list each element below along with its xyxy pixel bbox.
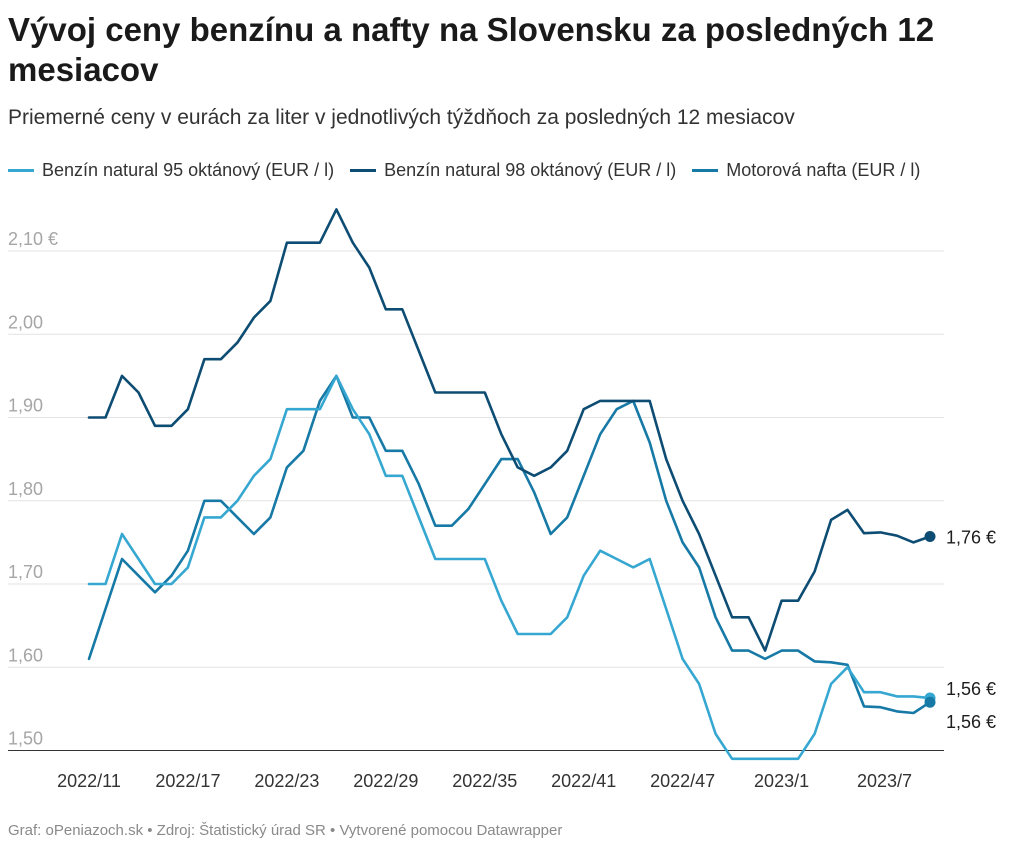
chart-legend: Benzín natural 95 oktánový (EUR / l) Ben… xyxy=(8,160,1018,181)
y-tick-label: 1,50 xyxy=(8,729,43,749)
chart-title: Vývoj ceny benzínu a nafty na Slovensku … xyxy=(8,11,935,88)
x-tick-label: 2022/11 xyxy=(57,771,121,791)
y-tick-label: 1,70 xyxy=(8,562,43,582)
series-end-label-b98: 1,76 € xyxy=(946,528,996,548)
x-tick-label: 2023/7 xyxy=(857,771,912,791)
series-line-nafta xyxy=(87,374,932,715)
y-tick-label: 2,00 xyxy=(8,312,43,332)
legend-label-b95: Benzín natural 95 oktánový (EUR / l) xyxy=(42,160,335,180)
legend-item-b98: Benzín natural 98 oktánový (EUR / l) xyxy=(350,160,676,181)
legend-swatch-b95 xyxy=(8,169,34,172)
y-tick-label: 1,90 xyxy=(8,396,43,416)
chart-subtitle: Priemerné ceny v eurách za liter v jedno… xyxy=(8,106,795,129)
series-end-label-nafta: 1,56 € xyxy=(946,712,996,732)
legend-item-nafta: Motorová nafta (EUR / l) xyxy=(692,160,920,181)
series-line-b95 xyxy=(87,374,932,761)
x-tick-label: 2022/17 xyxy=(155,771,220,791)
legend-swatch-nafta xyxy=(692,169,719,172)
legend-swatch-b98 xyxy=(350,169,377,172)
x-tick-label: 2023/1 xyxy=(754,771,809,791)
legend-label-b98: Benzín natural 98 oktánový (EUR / l) xyxy=(384,160,677,180)
series-end-dot-b98 xyxy=(924,531,936,543)
x-tick-label: 2022/29 xyxy=(353,771,418,791)
chart-footer: Graf: oPeniazoch.sk • Zdroj: Štatistický… xyxy=(8,822,563,839)
y-tick-label: 2,10 € xyxy=(8,229,58,249)
series-line-b98 xyxy=(87,208,932,652)
x-tick-label: 2022/23 xyxy=(254,771,319,791)
x-tick-label: 2022/41 xyxy=(551,771,616,791)
series-end-label-b95: 1,56 € xyxy=(946,679,996,699)
x-tick-label: 2022/47 xyxy=(650,771,715,791)
y-tick-label: 1,60 xyxy=(8,645,43,665)
x-tick-label: 2022/35 xyxy=(452,771,517,791)
legend-item-b95: Benzín natural 95 oktánový (EUR / l) xyxy=(8,160,334,181)
legend-label-nafta: Motorová nafta (EUR / l) xyxy=(726,160,921,180)
line-chart: 1,50 1,60 1,70 1,80 1,90 2,00 2,10 € 2022/11 202… xyxy=(8,208,996,791)
series-end-dot-nafta xyxy=(924,696,936,708)
y-tick-label: 1,80 xyxy=(8,479,43,499)
